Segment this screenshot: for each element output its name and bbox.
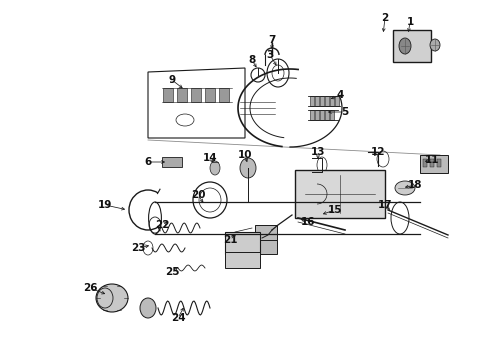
Text: 17: 17 [378, 200, 392, 210]
Ellipse shape [240, 158, 256, 178]
Text: 25: 25 [165, 267, 179, 277]
Text: 15: 15 [328, 205, 342, 215]
Bar [330, 110, 334, 120]
Text: 16: 16 [301, 217, 315, 227]
Text: 14: 14 [203, 153, 217, 163]
Bar [325, 110, 329, 120]
Bar [330, 96, 334, 106]
Text: 26: 26 [83, 283, 97, 293]
Bar [335, 96, 339, 106]
Text: 1: 1 [406, 17, 414, 27]
Bar [255, 240, 277, 254]
Bar [219, 88, 229, 102]
Bar [162, 157, 182, 167]
Text: 13: 13 [311, 147, 325, 157]
Text: 8: 8 [248, 55, 256, 65]
Text: 21: 21 [223, 235, 237, 245]
Ellipse shape [140, 298, 156, 318]
Bar [191, 88, 201, 102]
Text: 2: 2 [381, 13, 389, 23]
Bar [315, 96, 319, 106]
Ellipse shape [96, 284, 128, 312]
Bar [225, 232, 260, 254]
Bar [163, 88, 173, 102]
Bar [310, 96, 314, 106]
Bar [437, 159, 441, 167]
Bar [320, 110, 324, 120]
Text: 24: 24 [171, 313, 185, 323]
Bar [310, 110, 314, 120]
Text: 6: 6 [145, 157, 151, 167]
Bar [325, 96, 329, 106]
Text: 9: 9 [169, 75, 175, 85]
Text: 20: 20 [191, 190, 205, 200]
Bar [225, 252, 260, 268]
Bar [177, 88, 187, 102]
Ellipse shape [399, 38, 411, 54]
Bar [295, 170, 385, 218]
Bar [393, 30, 431, 62]
Ellipse shape [210, 161, 220, 175]
Text: 22: 22 [155, 220, 169, 230]
Bar [320, 96, 324, 106]
Text: 10: 10 [238, 150, 252, 160]
Text: 23: 23 [131, 243, 145, 253]
Text: 4: 4 [336, 90, 343, 100]
Bar [315, 110, 319, 120]
Text: 5: 5 [342, 107, 348, 117]
Ellipse shape [430, 39, 440, 51]
Text: 7: 7 [269, 35, 276, 45]
Ellipse shape [395, 181, 415, 195]
Text: 18: 18 [408, 180, 422, 190]
Bar [423, 159, 427, 167]
Text: 3: 3 [267, 50, 273, 60]
Text: 11: 11 [425, 155, 439, 165]
Bar [255, 225, 277, 243]
Text: 19: 19 [98, 200, 112, 210]
Bar [205, 88, 215, 102]
Text: 12: 12 [371, 147, 385, 157]
Bar [430, 159, 434, 167]
Bar [420, 155, 448, 173]
